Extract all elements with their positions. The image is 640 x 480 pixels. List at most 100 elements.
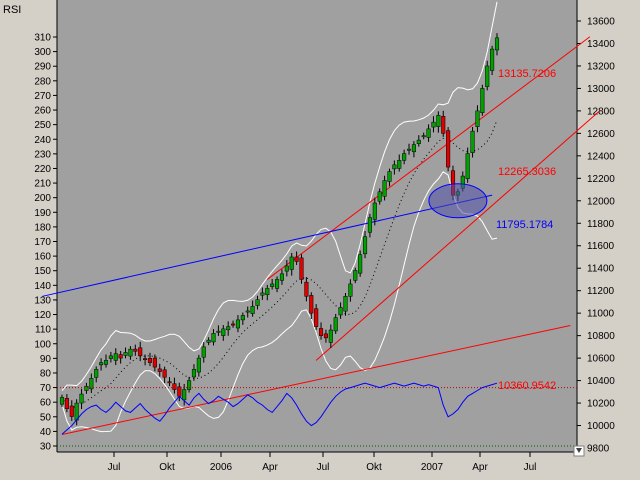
candle-up — [392, 164, 397, 170]
left-tick-label: 50 — [40, 412, 52, 423]
candle-down — [69, 405, 74, 417]
candle-up — [245, 310, 250, 313]
candle-down — [172, 383, 177, 390]
left-tick-label: 130 — [34, 295, 51, 306]
blue-trendline — [42, 194, 493, 297]
indicator-label: RSI — [3, 4, 21, 16]
right-tick-label: 12400 — [587, 151, 615, 162]
rsi-indicator — [57, 382, 577, 447]
candle-up — [99, 362, 104, 366]
middle-trendline — [315, 110, 600, 361]
right-tick-label: 10400 — [587, 376, 615, 387]
x-tick-label: 2007 — [421, 462, 444, 473]
candle-up — [235, 319, 241, 329]
candle-up — [103, 360, 109, 365]
price-annotation: 13135.7206 — [498, 68, 556, 80]
candle-down — [133, 348, 138, 352]
candle-up — [108, 355, 113, 359]
candle-up — [89, 378, 94, 390]
candle-up — [201, 346, 206, 358]
candlesticks — [59, 33, 500, 426]
left-tick-label: 250 — [34, 120, 51, 131]
right-tick-label: 11800 — [587, 219, 615, 230]
x-tick-label: Jul — [317, 462, 330, 473]
left-tick-label: 200 — [34, 193, 51, 204]
left-tick-label: 210 — [34, 179, 51, 190]
right-tick-label: 11200 — [587, 286, 615, 297]
x-tick-label: Apr — [472, 462, 488, 473]
bollinger-bands — [61, 1, 498, 433]
left-tick-label: 150 — [34, 266, 51, 277]
candle-up — [343, 296, 348, 312]
highlight — [428, 183, 488, 219]
candle-up — [279, 273, 284, 281]
left-tick-label: 40 — [40, 427, 52, 438]
left-tick-label: 280 — [34, 76, 51, 87]
candle-up — [84, 385, 89, 391]
left-tick-label: 180 — [34, 222, 51, 233]
candle-down — [314, 308, 319, 327]
left-tick-label: 190 — [34, 208, 51, 219]
candle-up — [411, 144, 416, 153]
rsi-line — [61, 382, 498, 435]
price-annotation: 12265.3036 — [498, 166, 556, 178]
right-tick-label: 10600 — [587, 354, 615, 365]
candle-up — [211, 333, 216, 343]
left-tick-label: 90 — [40, 354, 52, 365]
x-tick-label: Jul — [108, 462, 121, 473]
x-tick-label: Jul — [524, 462, 537, 473]
lower-trendline — [61, 325, 571, 436]
left-tick-label: 100 — [34, 339, 51, 350]
candle-up — [284, 265, 289, 272]
scroll-corner-icon[interactable] — [573, 445, 585, 457]
candle-up — [372, 202, 377, 220]
candle-up — [494, 37, 500, 51]
right-tick-label: 10800 — [587, 331, 615, 342]
candle-up — [470, 130, 475, 153]
x-tick-label: Okt — [366, 462, 382, 473]
left-tick-label: 70 — [40, 383, 52, 394]
candle-down — [441, 116, 446, 134]
candle-up — [362, 236, 368, 255]
candle-up — [250, 306, 255, 314]
candle-up — [79, 393, 84, 404]
candle-up — [289, 256, 294, 270]
candle-up — [270, 283, 275, 287]
right-tick-label: 13400 — [587, 39, 615, 50]
left-tick-label: 110 — [35, 325, 51, 336]
candle-up — [333, 317, 338, 332]
left-tick-label: 160 — [34, 252, 51, 263]
candle-up — [328, 329, 333, 343]
candle-up — [406, 148, 412, 151]
x-tick-label: 2006 — [210, 462, 233, 473]
right-tick-label: 13200 — [587, 61, 615, 72]
candle-up — [206, 339, 211, 343]
candle-up — [416, 139, 421, 144]
candle-up — [475, 110, 480, 127]
candle-up — [221, 328, 226, 336]
candle-up — [426, 128, 431, 138]
candle-down — [446, 130, 451, 168]
candle-up — [348, 283, 353, 297]
candle-up — [421, 135, 426, 138]
candle-up — [182, 389, 187, 401]
candle-up — [128, 348, 133, 357]
candle-up — [480, 88, 485, 113]
candle-up — [338, 307, 343, 316]
candle-down — [162, 369, 167, 378]
candle-up — [196, 357, 201, 373]
left-tick-label: 270 — [34, 91, 51, 102]
candle-up — [113, 353, 118, 361]
candle-up — [255, 299, 260, 306]
candle-up — [382, 180, 387, 197]
candle-down — [294, 256, 299, 262]
candle-up — [485, 65, 490, 87]
left-tick-label: 240 — [34, 135, 51, 146]
candle-up — [226, 326, 231, 331]
candle-down — [118, 354, 123, 359]
candle-down — [143, 358, 148, 361]
candle-up — [367, 217, 372, 233]
candle-down — [157, 368, 162, 372]
right-tick-label: 11600 — [587, 241, 615, 252]
right-tick-label: 9800 — [587, 444, 610, 455]
